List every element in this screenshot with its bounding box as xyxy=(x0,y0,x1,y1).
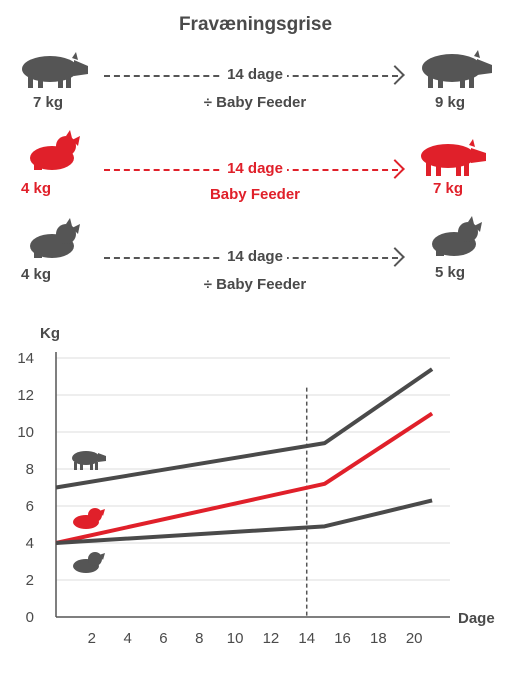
pig-small-start-icon xyxy=(30,218,80,258)
feeder-label-2: Baby Feeder xyxy=(209,186,301,203)
x-tick-label: 18 xyxy=(370,630,387,647)
weight-chart: 0 2 4 6 8 10 12 14 2 4 6 8 10 12 14 16 18 20 Kg Dage xyxy=(17,325,495,647)
x-tick-label: 4 xyxy=(123,630,131,647)
x-tick-label: 12 xyxy=(263,630,280,647)
series-line-3 xyxy=(55,498,433,545)
end-weight-1: 9 kg xyxy=(434,94,465,111)
arrow-row-1: 14 dage xyxy=(104,65,406,85)
start-weight-1: 7 kg xyxy=(32,94,63,111)
page-title: Fravæningsgrise xyxy=(178,14,333,35)
y-tick-label: 10 xyxy=(17,424,34,441)
y-tick-label: 8 xyxy=(26,461,34,478)
y-tick-label: 12 xyxy=(17,387,34,404)
pig-small-red-start-icon xyxy=(30,130,80,170)
series-line-2 xyxy=(55,411,434,545)
feeder-label-1: ÷ Baby Feeder xyxy=(203,94,307,111)
x-tick-label: 2 xyxy=(88,630,96,647)
start-weight-2: 4 kg xyxy=(20,180,51,197)
chart-pig-large-icon xyxy=(72,451,106,470)
x-tick-label: 10 xyxy=(227,630,244,647)
arrow-row-3: 14 dage xyxy=(104,247,406,267)
pig-large-end-icon xyxy=(422,50,492,88)
x-tick-label: 8 xyxy=(195,630,203,647)
chart-pig-small-icon xyxy=(73,552,105,573)
chart-pig-red-icon xyxy=(73,508,105,529)
chart-series xyxy=(55,367,434,545)
feeder-label-3: ÷ Baby Feeder xyxy=(203,276,307,293)
y-tick-label: 4 xyxy=(26,535,34,552)
chart-axes xyxy=(55,352,450,618)
y-tick-label: 14 xyxy=(17,350,34,367)
end-weight-3: 5 kg xyxy=(434,264,465,281)
y-tick-label: 6 xyxy=(26,498,34,515)
x-tick-label: 16 xyxy=(334,630,351,647)
series-line-1 xyxy=(55,367,434,490)
chart-gridlines xyxy=(56,357,450,581)
y-tick-label: 2 xyxy=(26,572,34,589)
pig-medium-red-end-icon xyxy=(421,139,486,176)
x-tick-label: 14 xyxy=(298,630,315,647)
x-tick-label: 20 xyxy=(406,630,423,647)
y-axis-label: Kg xyxy=(40,325,60,342)
x-axis-label: Dage xyxy=(458,610,495,627)
pig-small-end-icon xyxy=(432,216,482,256)
days-label-3: 14 dage xyxy=(223,248,287,265)
chart-tick-labels: 0 2 4 6 8 10 12 14 2 4 6 8 10 12 14 16 18 20 xyxy=(17,350,422,647)
arrow-row-2: 14 dage xyxy=(104,159,406,179)
y-tick-label: 0 xyxy=(26,609,34,626)
days-label-1: 14 dage xyxy=(223,66,287,83)
end-weight-2: 7 kg xyxy=(432,180,463,197)
days-label-2: 14 dage xyxy=(223,160,287,177)
start-weight-3: 4 kg xyxy=(20,266,51,283)
pig-large-start-icon xyxy=(22,52,88,88)
x-tick-label: 6 xyxy=(159,630,167,647)
